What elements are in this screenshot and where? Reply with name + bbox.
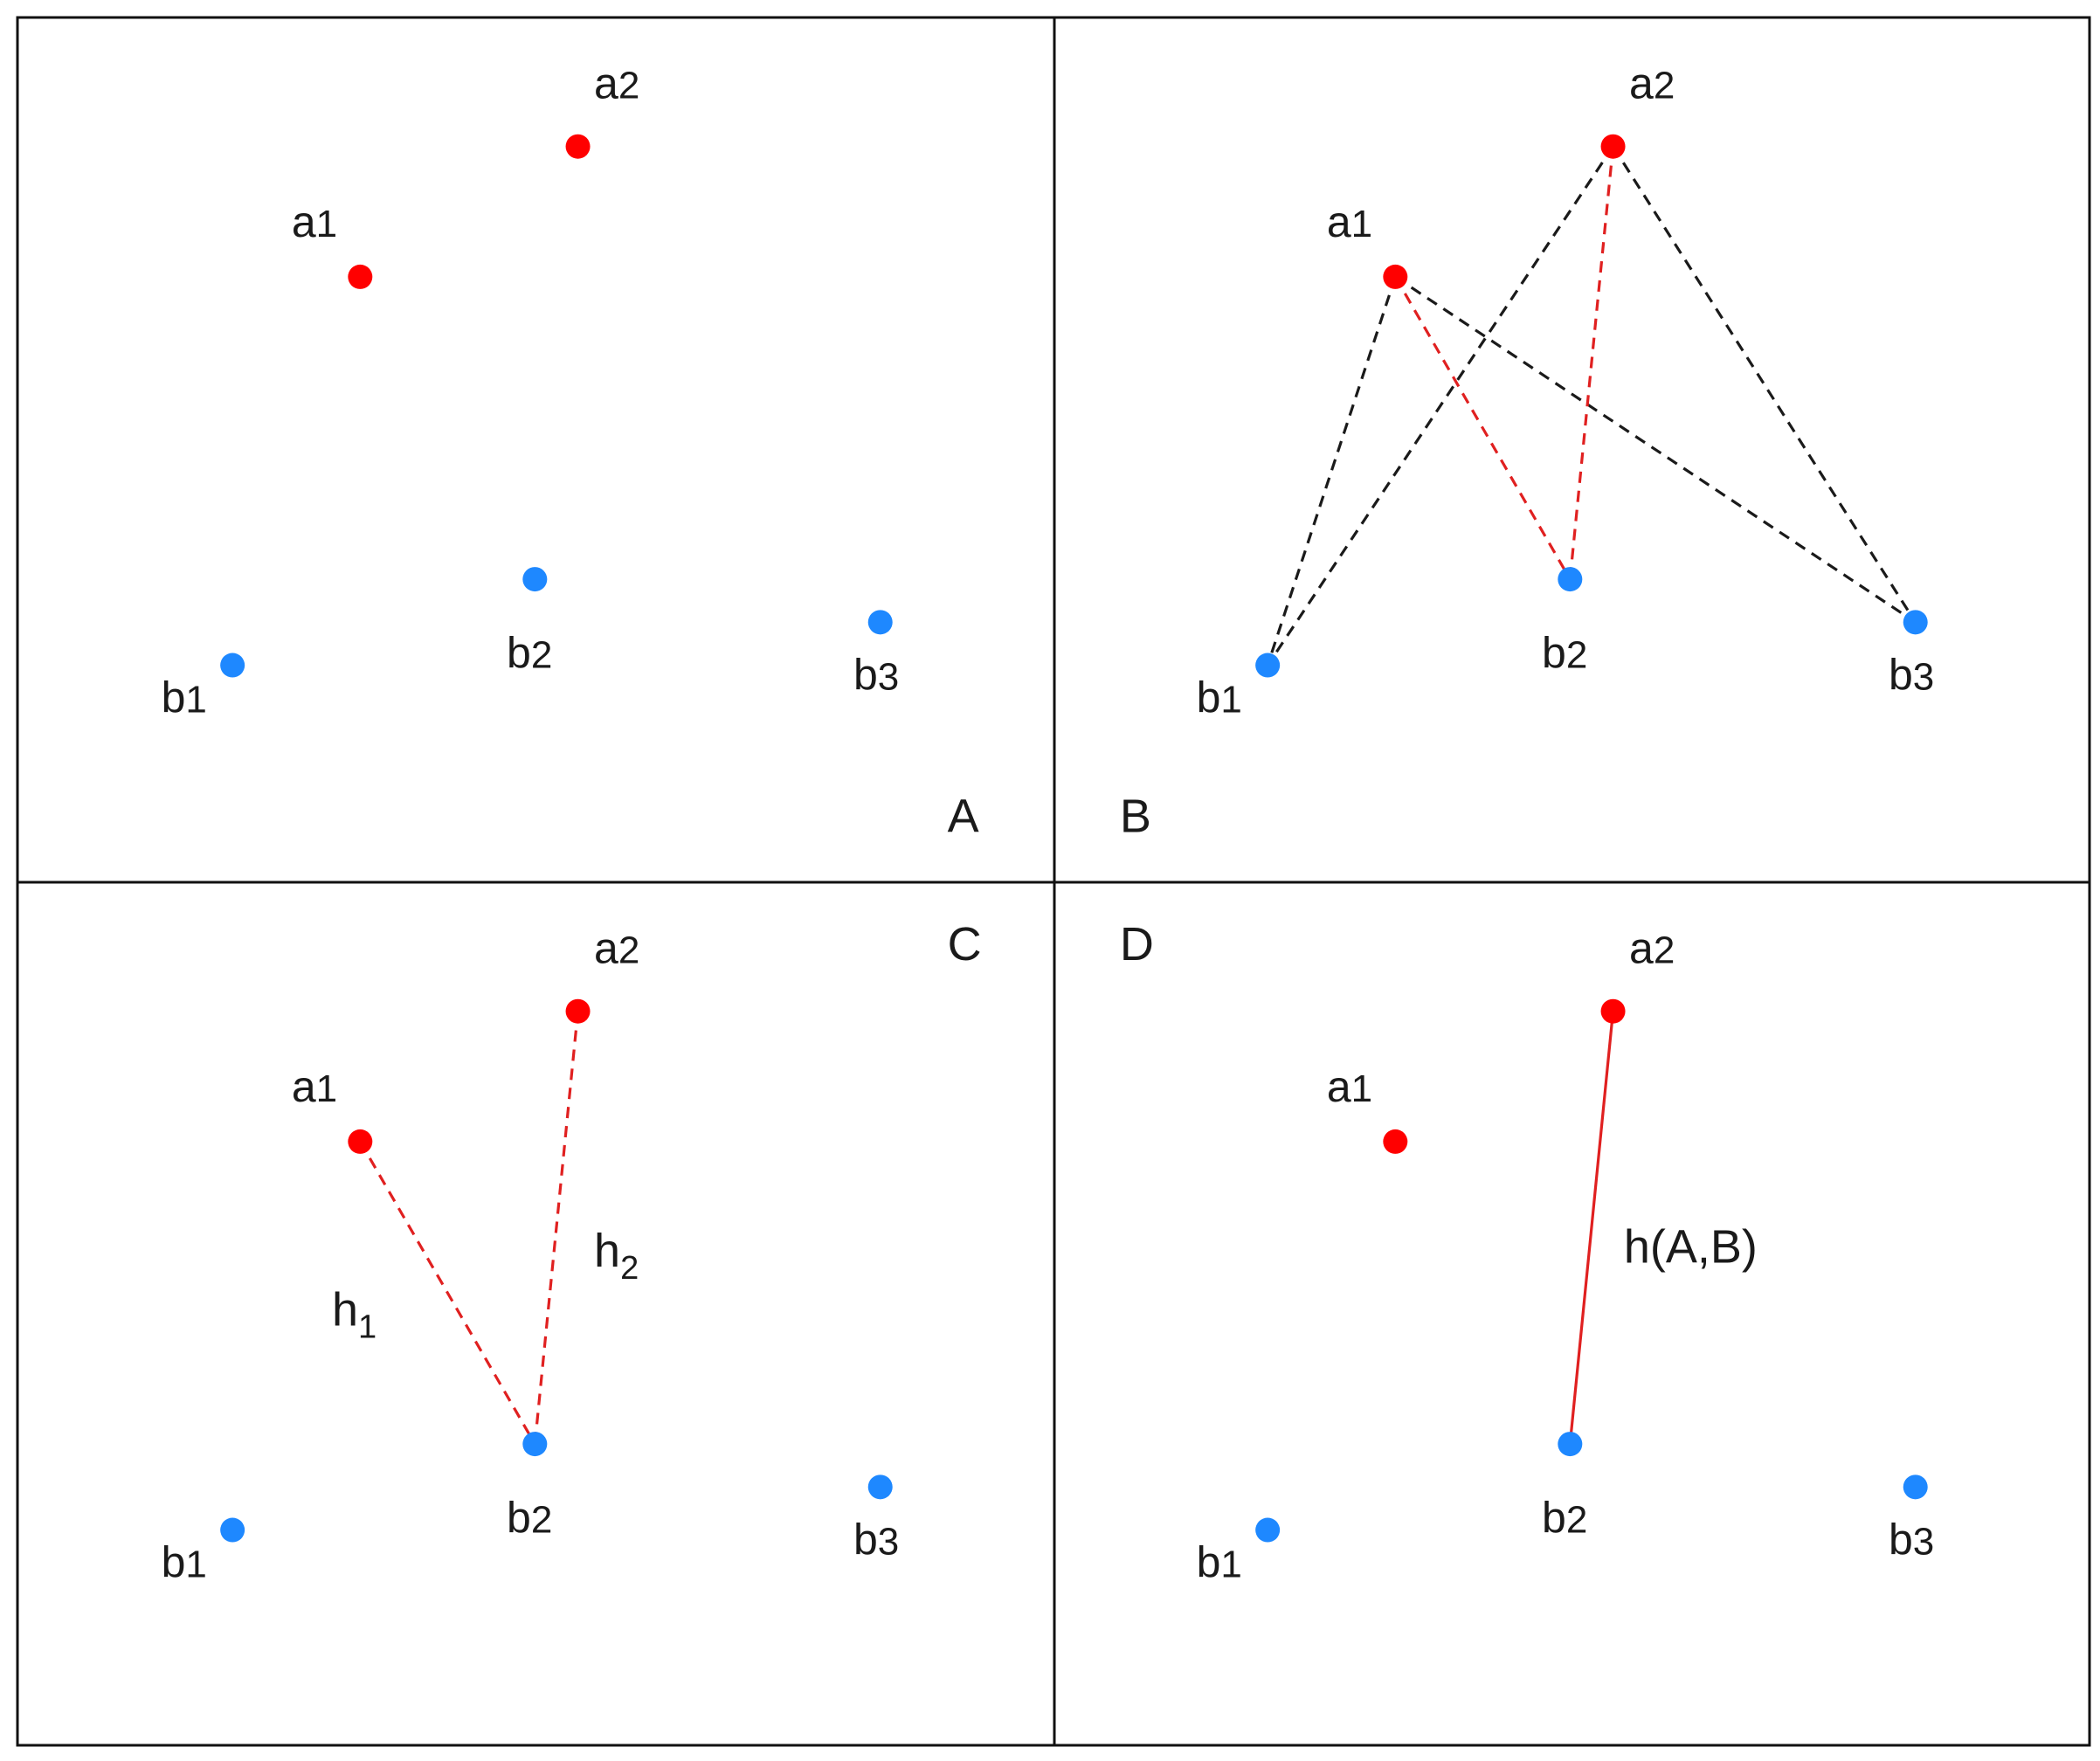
label-b3: b3 xyxy=(1889,650,1934,699)
label-b2: b2 xyxy=(507,1494,552,1543)
point-b1 xyxy=(220,1517,245,1543)
label-a2: a2 xyxy=(594,59,639,107)
label-b2: b2 xyxy=(1542,1494,1587,1543)
label-a1: a1 xyxy=(1327,197,1372,246)
label-b1: b1 xyxy=(1197,1537,1242,1586)
segment-a2-b1 xyxy=(1266,145,1614,666)
point-b1 xyxy=(1255,1517,1281,1543)
point-b2 xyxy=(522,1432,548,1457)
label-a2: a2 xyxy=(594,923,639,972)
panel-b: a1 a2 b1 b2 b3 B xyxy=(1120,59,1934,842)
distance-label-2: h2 xyxy=(594,1225,639,1287)
segment-a1-b2 xyxy=(358,1141,536,1445)
label-a1: a1 xyxy=(1327,1062,1372,1111)
label-a2: a2 xyxy=(1629,923,1675,972)
label-a1: a1 xyxy=(292,197,337,246)
label-b3: b3 xyxy=(853,1515,899,1564)
label-b1: b1 xyxy=(162,1537,207,1586)
label-b3: b3 xyxy=(1889,1515,1934,1564)
label-b1: b1 xyxy=(162,673,207,722)
point-a2 xyxy=(565,998,591,1024)
label-b1: b1 xyxy=(1197,673,1242,722)
point-b2 xyxy=(1558,1432,1583,1457)
segment-a2-b2 xyxy=(533,1011,580,1445)
panel-letter-d: D xyxy=(1120,918,1154,970)
point-a2 xyxy=(1600,134,1626,159)
segment-a1-b2 xyxy=(1393,276,1572,580)
point-a1 xyxy=(1383,264,1408,289)
segment-a1-b1 xyxy=(1266,276,1397,666)
point-b1 xyxy=(220,653,245,678)
point-b1 xyxy=(1255,653,1281,678)
label-a2: a2 xyxy=(1629,59,1675,107)
point-b3 xyxy=(1903,1474,1928,1500)
point-b3 xyxy=(1903,610,1928,635)
label-b3: b3 xyxy=(853,650,899,699)
point-a1 xyxy=(1383,1129,1408,1154)
label-a1: a1 xyxy=(292,1062,337,1111)
point-b3 xyxy=(867,610,893,635)
point-a1 xyxy=(348,264,373,289)
point-b2 xyxy=(1558,567,1583,592)
distance-label-1: h1 xyxy=(332,1284,376,1346)
point-b3 xyxy=(867,1474,893,1500)
segment-a2-b2 xyxy=(1568,146,1615,580)
panel-c: h1 h2 a1 a2 b1 b2 b3 C xyxy=(162,918,982,1586)
label-b2: b2 xyxy=(1542,629,1587,678)
segment-a2-b2 xyxy=(1568,1011,1615,1445)
point-a1 xyxy=(348,1129,373,1154)
panel-letter-c: C xyxy=(948,918,982,970)
segment-a2-b3 xyxy=(1612,145,1917,624)
point-a2 xyxy=(1600,998,1626,1024)
label-b2: b2 xyxy=(507,629,552,678)
distance-label: h(A,B) xyxy=(1624,1220,1758,1273)
point-a2 xyxy=(565,134,591,159)
panel-letter-a: A xyxy=(948,790,979,842)
panel-d: h(A,B) a1 a2 b1 b2 b3 D xyxy=(1120,918,1934,1586)
segment-a1-b3 xyxy=(1394,275,1917,624)
point-b2 xyxy=(522,567,548,592)
panel-a: a1 a2 b1 b2 b3 A xyxy=(162,59,979,842)
panel-letter-b: B xyxy=(1120,790,1151,842)
